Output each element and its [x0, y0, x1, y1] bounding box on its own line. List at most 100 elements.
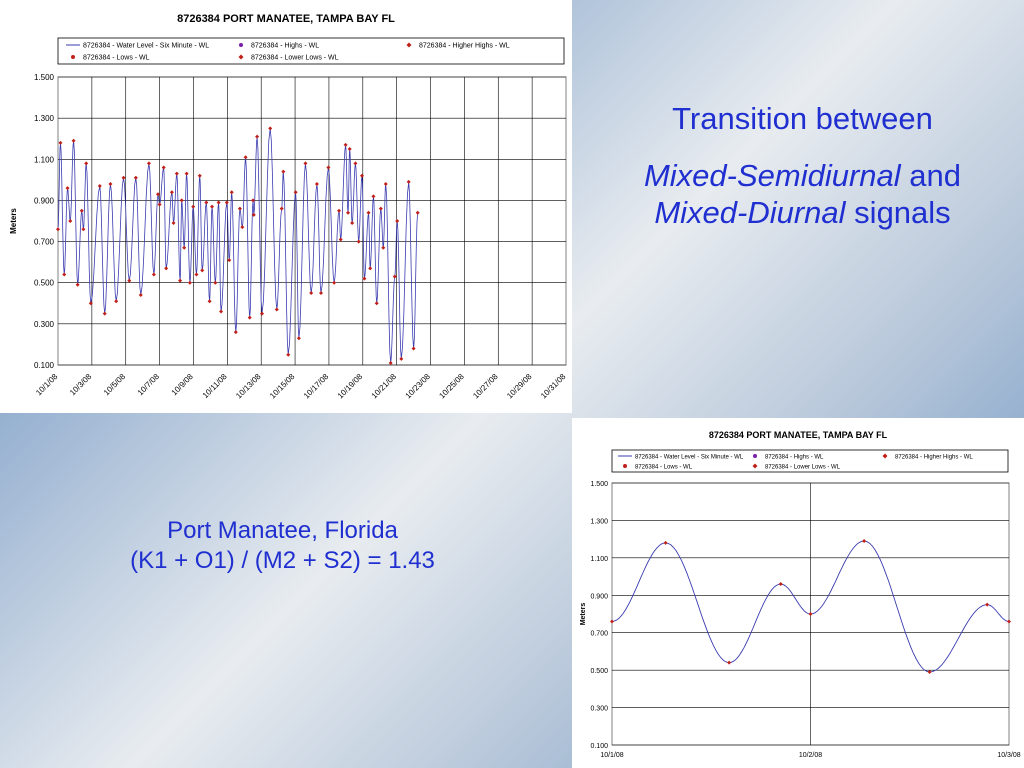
- y-tick-label: 0.900: [590, 593, 608, 600]
- x-tick-label: 10/23/08: [404, 372, 433, 401]
- y-tick-label: 0.300: [590, 706, 608, 713]
- tide-extremum-marker: [927, 670, 932, 675]
- chart-bottom-right-svg: 8726384 PORT MANATEE, TAMPA BAY FL 872638…: [580, 430, 1021, 759]
- legend-swatch: [406, 42, 412, 48]
- tide-extremum-marker: [319, 291, 324, 295]
- tide-extremum-marker: [71, 138, 76, 143]
- legend-label: 8726384 - Water Level - Six Minute - WL: [83, 43, 209, 50]
- tide-extremum-marker: [366, 210, 371, 215]
- tide-extremum-marker: [81, 227, 86, 232]
- tide-extremum-marker: [251, 212, 256, 217]
- y-tick-label: 0.900: [34, 196, 55, 205]
- tide-extremum-marker: [219, 309, 224, 314]
- tide-extremum-marker: [268, 126, 273, 131]
- y-tick-label: 1.100: [590, 556, 608, 563]
- legend-swatch: [238, 54, 244, 60]
- tide-extremum-marker: [778, 582, 783, 587]
- tide-extremum-marker: [395, 219, 400, 223]
- x-tick-label: 10/2/08: [799, 752, 822, 759]
- tide-extremum-marker: [296, 336, 301, 341]
- tide-extremum-marker: [210, 204, 215, 209]
- x-tick-label: 10/3/08: [68, 372, 94, 398]
- tide-extremum-marker: [309, 291, 314, 295]
- tide-extremum-marker: [187, 280, 192, 285]
- tide-extremum-marker: [727, 660, 732, 665]
- legend-label: 8726384 - Highs - WL: [251, 43, 319, 50]
- tide-extremum-marker: [392, 274, 397, 279]
- x-tick-label: 10/7/08: [136, 372, 162, 398]
- tide-extremum-marker: [171, 221, 176, 226]
- x-tick-label: 10/31/08: [539, 372, 568, 401]
- x-tick-label: 10/19/08: [336, 372, 365, 401]
- slide-heading: Transition between Mixed-Semidiurnal and…: [600, 100, 1005, 231]
- x-tick-label: 10/1/08: [600, 752, 623, 759]
- heading-and: and: [900, 158, 962, 193]
- tide-extremum-marker: [133, 175, 138, 180]
- legend-label: 8726384 - Lows - WL: [83, 55, 150, 62]
- caption-location: Port Manatee, Florida: [167, 517, 398, 544]
- tide-extremum-marker: [343, 142, 348, 147]
- tide-extremum-marker: [247, 315, 252, 320]
- tide-extremum-marker: [200, 268, 205, 273]
- tide-extremum-marker: [75, 282, 80, 287]
- legend-swatch: [623, 464, 627, 468]
- y-axis-label: Meters: [580, 603, 587, 626]
- tide-extremum-marker: [388, 360, 393, 365]
- tide-extremum-marker: [406, 179, 411, 184]
- y-tick-label: 1.300: [590, 518, 608, 525]
- tide-extremum-marker: [56, 227, 60, 232]
- tide-extremum-marker: [151, 272, 156, 277]
- tide-extremum-marker: [347, 147, 352, 151]
- tide-extremum-marker: [359, 173, 364, 178]
- slide-caption: Port Manatee, Florida (K1 + O1) / (M2 + …: [80, 516, 485, 576]
- y-axis-label: Meters: [9, 208, 18, 234]
- tide-extremum-marker: [227, 258, 232, 263]
- tide-extremum-marker: [88, 301, 93, 306]
- chart-title: 8726384 PORT MANATEE, TAMPA BAY FL: [709, 430, 888, 440]
- x-tick-label: 10/17/08: [302, 372, 331, 401]
- tide-extremum-marker: [108, 181, 113, 186]
- tide-extremum-marker: [174, 171, 179, 176]
- x-tick-label: 10/13/08: [234, 372, 263, 401]
- tide-extremum-marker: [399, 356, 404, 361]
- tide-extremum-marker: [808, 612, 813, 616]
- x-tick-label: 10/27/08: [471, 372, 500, 401]
- tide-extremum-marker: [65, 186, 70, 191]
- chart-bottom-right: 8726384 PORT MANATEE, TAMPA BAY FL 872638…: [572, 418, 1024, 768]
- tide-extremum-marker: [663, 540, 668, 545]
- chart-top-left-svg: 8726384 PORT MANATEE, TAMPA BAY FL 872638…: [9, 13, 568, 401]
- heading-line3: Mixed-Diurnal signals: [600, 194, 1005, 231]
- legend-label: 8726384 - Higher Highs - WL: [895, 455, 973, 461]
- tide-extremum-marker: [303, 161, 308, 166]
- tide-extremum-marker: [102, 311, 107, 316]
- tide-extremum-marker: [862, 539, 867, 544]
- legend-label: 8726384 - Lower Lows - WL: [251, 55, 339, 62]
- tide-extremum-marker: [332, 280, 337, 285]
- x-tick-label: 10/3/08: [997, 752, 1020, 759]
- heading-term-semidiurnal: Mixed-Semidiurnal: [643, 158, 901, 193]
- y-tick-label: 1.300: [34, 114, 55, 123]
- tide-extremum-marker: [169, 190, 174, 195]
- legend-label: 8726384 - Lows - WL: [635, 465, 693, 471]
- tide-extremum-marker: [182, 245, 187, 250]
- tide-extremum-marker: [121, 175, 126, 180]
- tide-extremum-marker: [337, 208, 342, 213]
- tide-extremum-marker: [237, 206, 242, 211]
- tide-extremum-marker: [1007, 619, 1011, 624]
- legend-box: [57, 37, 565, 65]
- tide-extremum-marker: [164, 266, 169, 271]
- chart-top-left: 8726384 PORT MANATEE, TAMPA BAY FL 872638…: [0, 0, 572, 413]
- chart-title: 8726384 PORT MANATEE, TAMPA BAY FL: [177, 13, 395, 25]
- tide-extremum-marker: [362, 276, 367, 281]
- tide-extremum-marker: [415, 210, 420, 215]
- tide-extremum-marker: [84, 161, 89, 166]
- x-tick-label: 10/9/08: [170, 372, 196, 398]
- tide-extremum-marker: [127, 278, 132, 283]
- x-tick-label: 10/15/08: [268, 372, 297, 401]
- plot-area: [57, 76, 567, 366]
- tide-extremum-marker: [378, 206, 383, 211]
- x-tick-label: 10/29/08: [505, 372, 534, 401]
- tide-extremum-marker: [243, 155, 248, 160]
- tide-extremum-marker: [260, 311, 265, 316]
- tide-extremum-marker: [184, 171, 189, 176]
